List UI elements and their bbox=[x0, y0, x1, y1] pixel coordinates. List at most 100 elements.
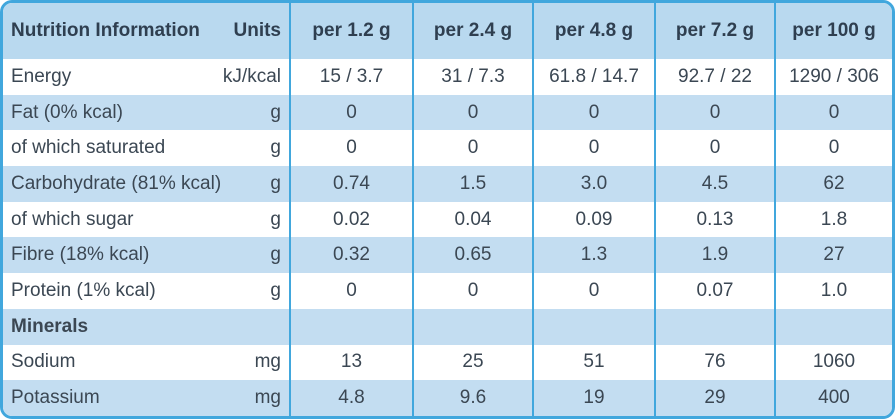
row-label-wrap: Minerals bbox=[11, 316, 281, 338]
value-cell: 0 bbox=[532, 273, 655, 309]
row-label-cell: Minerals bbox=[3, 309, 290, 345]
value-cell: 0 bbox=[654, 130, 775, 167]
header-column: per 7.2 g bbox=[654, 3, 775, 59]
row-label: Fat (0% kcal) bbox=[11, 101, 123, 123]
value-cell: 0 bbox=[412, 130, 533, 167]
table-row: Energy kJ/kcal 15 / 3.7 31 / 7.3 61.8 / 14.7… bbox=[3, 59, 892, 95]
value-cell: 1.3 bbox=[532, 237, 655, 274]
row-label-cell: of which sugar g bbox=[3, 202, 290, 238]
row-label-wrap: Fibre (18% kcal) g bbox=[11, 244, 281, 266]
row-unit: g bbox=[270, 172, 281, 194]
row-label-cell: Potassium mg bbox=[3, 380, 290, 416]
table-header: Nutrition Information Units per 1.2 g per 2… bbox=[3, 3, 892, 59]
row-label-cell: Fat (0% kcal) g bbox=[3, 95, 290, 131]
value-cell: 0 bbox=[774, 130, 892, 167]
table-row: Fibre (18% kcal) g 0.32 0.65 1.3 1.9 27 bbox=[3, 237, 892, 274]
value-cell: 4.8 bbox=[289, 380, 413, 416]
row-label: Potassium bbox=[11, 387, 100, 409]
value-cell: 0.74 bbox=[289, 166, 413, 202]
row-unit: g bbox=[270, 244, 281, 266]
empty-cell bbox=[774, 308, 892, 345]
value-cell: 0.07 bbox=[654, 273, 775, 309]
value-cell: 76 bbox=[654, 344, 775, 381]
value-cell: 3.0 bbox=[532, 166, 655, 202]
value-cell: 1290 / 306 bbox=[774, 59, 892, 95]
value-cell: 0.04 bbox=[412, 201, 533, 238]
table-row: Fat (0% kcal) g 0 0 0 0 0 bbox=[3, 94, 892, 131]
value-cell: 0.32 bbox=[289, 237, 413, 274]
row-unit: g bbox=[270, 101, 281, 123]
value-cell: 1060 bbox=[774, 344, 892, 381]
row-label-cell: Fibre (18% kcal) g bbox=[3, 237, 290, 273]
value-cell: 0 bbox=[654, 94, 775, 131]
row-unit: kJ/kcal bbox=[222, 65, 281, 87]
value-cell: 1.8 bbox=[774, 201, 892, 238]
header-row: Nutrition Information Units per 1.2 g per 2… bbox=[3, 3, 892, 59]
header-column: per 1.2 g bbox=[289, 3, 413, 59]
table-body: Energy kJ/kcal 15 / 3.7 31 / 7.3 61.8 / 14.7… bbox=[3, 59, 892, 416]
value-cell: 29 bbox=[654, 380, 775, 416]
row-label-wrap: of which sugar g bbox=[11, 209, 281, 231]
table-row: Potassium mg 4.8 9.6 19 29 400 bbox=[3, 380, 892, 416]
value-cell: 0.09 bbox=[532, 201, 655, 238]
table-row: Protein (1% kcal) g 0 0 0 0.07 1.0 bbox=[3, 273, 892, 309]
row-unit: mg bbox=[254, 387, 281, 409]
empty-cell bbox=[289, 308, 413, 345]
value-cell: 1.5 bbox=[412, 166, 533, 202]
header-label-cell: Nutrition Information Units bbox=[3, 3, 290, 59]
table-row: Sodium mg 13 25 51 76 1060 bbox=[3, 344, 892, 381]
header-label-wrap: Nutrition Information Units bbox=[11, 20, 281, 42]
value-cell: 400 bbox=[774, 380, 892, 416]
header-column: per 4.8 g bbox=[532, 3, 655, 59]
value-cell: 0 bbox=[289, 130, 413, 167]
header-column: per 100 g bbox=[774, 3, 892, 59]
row-label-wrap: Protein (1% kcal) g bbox=[11, 280, 281, 302]
row-label: of which saturated bbox=[11, 137, 166, 159]
value-cell: 13 bbox=[289, 344, 413, 381]
row-label: Fibre (18% kcal) bbox=[11, 244, 150, 266]
value-cell: 9.6 bbox=[412, 380, 533, 416]
value-cell: 0 bbox=[532, 130, 655, 167]
row-label-wrap: Potassium mg bbox=[11, 387, 281, 409]
nutrition-table: Nutrition Information Units per 1.2 g per 2… bbox=[3, 3, 892, 416]
value-cell: 15 / 3.7 bbox=[289, 59, 413, 95]
header-title: Nutrition Information bbox=[11, 20, 200, 41]
row-label-wrap: Fat (0% kcal) g bbox=[11, 102, 281, 124]
row-label-cell: of which saturated g bbox=[3, 130, 290, 166]
row-unit: mg bbox=[254, 351, 281, 373]
row-label-wrap: Sodium mg bbox=[11, 351, 281, 373]
value-cell: 27 bbox=[774, 237, 892, 274]
row-label-wrap: Carbohydrate (81% kcal) g bbox=[11, 173, 281, 195]
empty-cell bbox=[654, 308, 775, 345]
empty-cell bbox=[412, 308, 533, 345]
value-cell: 0.65 bbox=[412, 237, 533, 274]
value-cell: 51 bbox=[532, 344, 655, 381]
row-label-cell: Carbohydrate (81% kcal) g bbox=[3, 166, 290, 202]
value-cell: 0 bbox=[412, 94, 533, 131]
row-unit: g bbox=[270, 208, 281, 230]
value-cell: 62 bbox=[774, 166, 892, 202]
value-cell: 0 bbox=[532, 94, 655, 131]
table-row: of which saturated g 0 0 0 0 0 bbox=[3, 130, 892, 167]
value-cell: 92.7 / 22 bbox=[654, 59, 775, 95]
row-label: Protein (1% kcal) bbox=[11, 279, 156, 301]
table-row: of which sugar g 0.02 0.04 0.09 0.13 1.8 bbox=[3, 201, 892, 238]
value-cell: 25 bbox=[412, 344, 533, 381]
row-label-cell: Sodium mg bbox=[3, 345, 290, 381]
value-cell: 1.9 bbox=[654, 237, 775, 274]
row-unit: g bbox=[270, 279, 281, 301]
header-column: per 2.4 g bbox=[412, 3, 533, 59]
value-cell: 0 bbox=[412, 273, 533, 309]
value-cell: 0 bbox=[289, 273, 413, 309]
row-label-cell: Protein (1% kcal) g bbox=[3, 273, 290, 309]
value-cell: 0 bbox=[774, 94, 892, 131]
value-cell: 31 / 7.3 bbox=[412, 59, 533, 95]
row-label: Minerals bbox=[11, 315, 89, 337]
header-units: Units bbox=[233, 20, 282, 41]
value-cell: 4.5 bbox=[654, 166, 775, 202]
value-cell: 1.0 bbox=[774, 273, 892, 309]
row-label-wrap: Energy kJ/kcal bbox=[11, 66, 281, 88]
row-label-wrap: of which saturated g bbox=[11, 137, 281, 159]
row-label: Energy bbox=[11, 65, 72, 87]
